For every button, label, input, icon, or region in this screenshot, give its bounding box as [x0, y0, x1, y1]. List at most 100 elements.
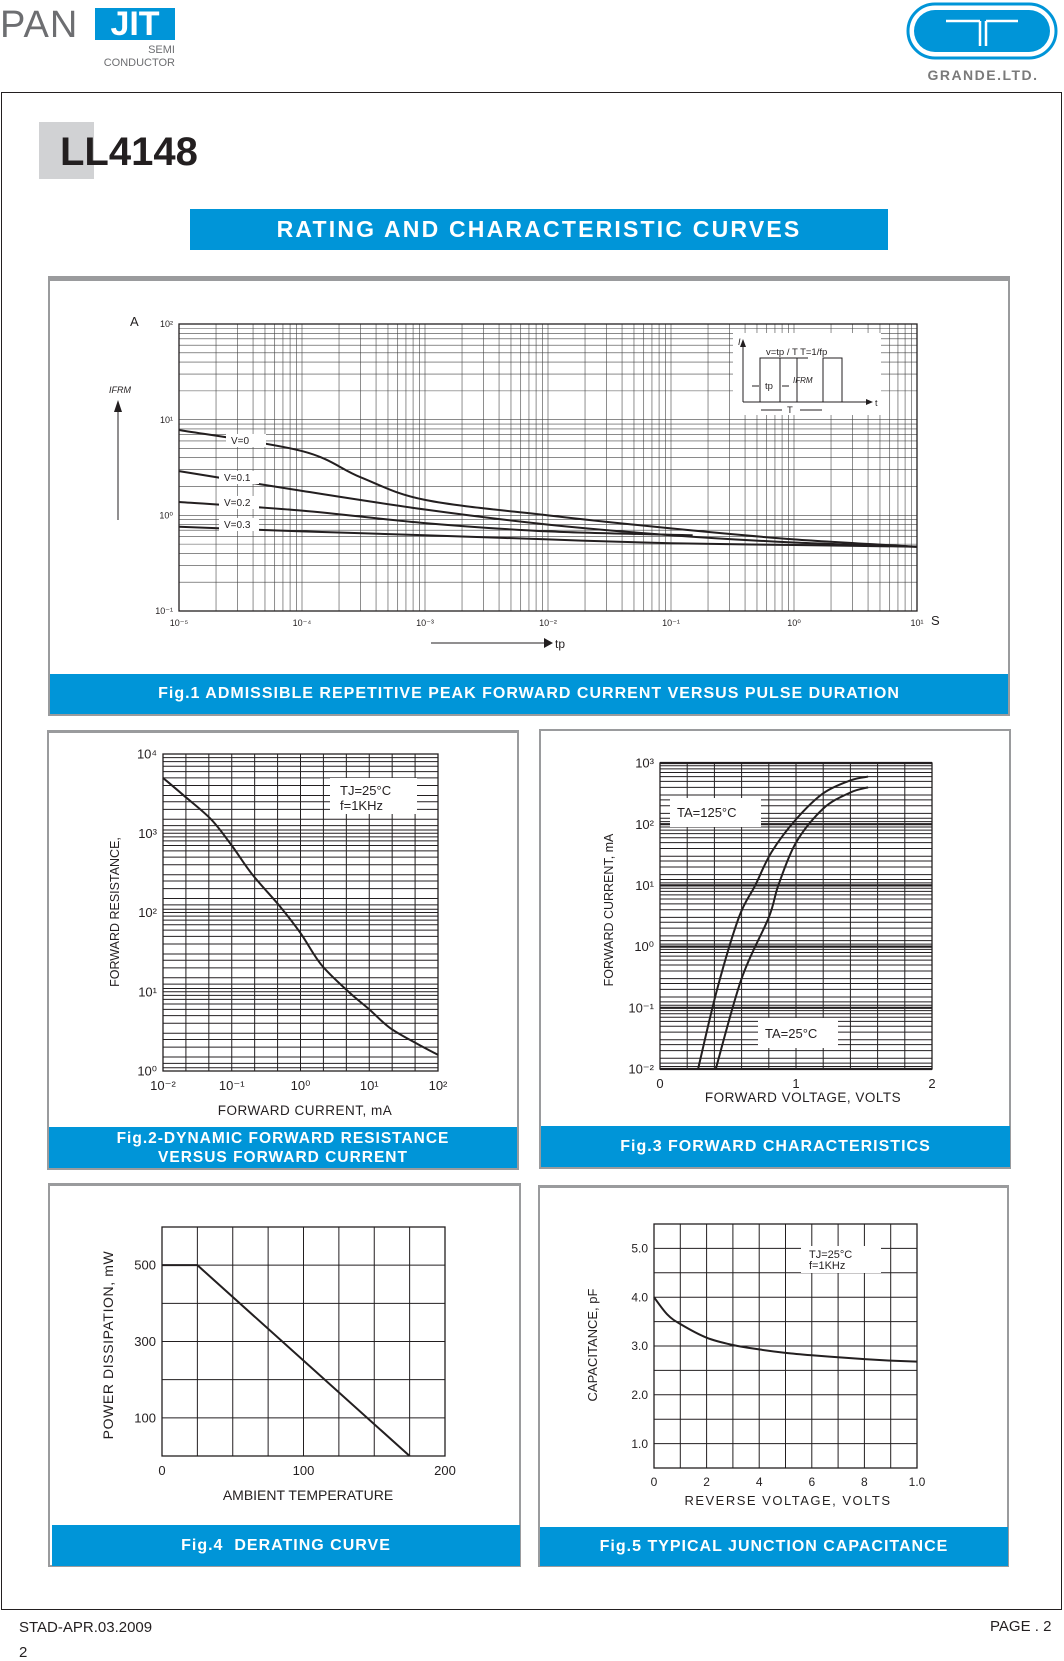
fig1-inset-period: T	[787, 405, 793, 416]
fig1-series-label: V=0	[231, 436, 250, 447]
fig2-annotation: TJ=25°C	[340, 783, 391, 798]
fig3-series-1-line	[697, 775, 869, 1070]
fig3-y-tick-label: 10⁻¹	[628, 1000, 654, 1015]
panjit-logo-pan: PAN	[0, 4, 79, 46]
fig5-chart: 0 2 4 6 8 1.0 1.0 2.0 3.0 4.0 5.0 TJ=25°Cf=1KHz CAPA…	[585, 1223, 926, 1508]
fig3-x-tick-label: 2	[928, 1076, 935, 1091]
fig2-annotation-bg	[330, 778, 417, 814]
fig1-x-tick-label: 10⁰	[787, 618, 801, 628]
fig2-y-tick-label: 10⁰	[137, 1064, 157, 1079]
panjit-logo-semi: SEMI	[148, 44, 175, 56]
fig1-y-tick-label: 10⁻¹	[155, 606, 173, 616]
fig1-inset-waveform	[742, 343, 868, 403]
fig2-y-label: FORWARD RESISTANCE,	[108, 837, 122, 987]
fig1-plot-border	[178, 323, 918, 612]
fig3-annotation-25: TA=25°C	[765, 1026, 817, 1041]
fig2-y-tick-label: 10²	[138, 905, 157, 920]
fig3-y-tick-label: 10³	[635, 756, 654, 771]
fig1-y-tick-label: 10¹	[160, 415, 173, 425]
fig2-y-tick-label: 10⁴	[137, 747, 157, 762]
fig1-y-tick-label: 10²	[160, 319, 173, 329]
fig5-x-tick-label: 4	[756, 1475, 763, 1489]
grande-logo-text: GRANDE.LTD.	[927, 67, 1039, 83]
fig1-series-label: V=0.3	[224, 520, 251, 531]
fig2-x-tick-label: 10⁰	[291, 1078, 311, 1093]
fig4-x-tick-label: 0	[158, 1463, 165, 1478]
footer-page-number: 2	[19, 1644, 28, 1661]
title-accent	[39, 122, 94, 179]
fig4-y-tick-label: 300	[134, 1334, 156, 1349]
fig2-x-tick-label: 10⁻¹	[219, 1078, 245, 1093]
fig2-x-tick-label: 10¹	[360, 1078, 379, 1093]
fig1-frame	[48, 276, 1010, 716]
fig2-y-tick-label: 10³	[138, 826, 157, 841]
fig3-caption: Fig.3 FORWARD CHARACTERISTICS	[541, 1126, 1010, 1167]
fig1-inset-axis-t: t	[875, 398, 878, 408]
fig1-inset-bg	[733, 333, 881, 415]
fig1-inset-formula: v=tp / T T=1/fp	[766, 347, 827, 358]
fig3-y-tick-label: 10⁰	[634, 939, 654, 954]
fig1-x-tick-label: 10⁻⁴	[293, 618, 312, 628]
fig4-plot-border	[161, 1226, 446, 1457]
fig1-series-label-bg	[226, 434, 266, 447]
fig3-annotation-25-bg	[758, 1018, 838, 1048]
fig5-annotation: f=1KHz	[809, 1260, 845, 1272]
panjit-logo-conductor: CONDUCTOR	[103, 57, 175, 69]
page-frame	[1, 92, 1062, 1610]
fig1-y-arrowhead-icon	[114, 400, 122, 412]
fig5-plot-border	[653, 1223, 918, 1469]
fig3-y-tick-label: 10²	[635, 817, 654, 832]
fig1-series-2-line	[178, 470, 918, 548]
fig3-y-tick-label: 10⁻²	[628, 1062, 654, 1077]
fig2-x-tick-label: 10⁻²	[150, 1078, 176, 1093]
fig4-frame	[48, 1183, 521, 1567]
fig5-y-label: CAPACITANCE, pF	[585, 1288, 600, 1401]
fig1-inset-ifrm: IFRM	[793, 376, 813, 385]
fig4-y-tick-label: 100	[134, 1410, 156, 1425]
fig3-plot-border	[659, 762, 933, 1070]
fig5-series-1-line	[653, 1296, 918, 1363]
fig2-caption: Fig.2-DYNAMIC FORWARD RESISTANCE VERSUS …	[49, 1127, 517, 1168]
fig4-x-tick-label: 100	[293, 1463, 315, 1478]
fig1-series-label-bg	[219, 496, 259, 509]
fig3-annotation-125: TA=125°C	[677, 805, 737, 820]
fig2-y-tick-label: 10¹	[138, 984, 157, 999]
fig1-inset-tp: tp	[765, 381, 773, 392]
fig4-caption: Fig.4 DERATING CURVE	[52, 1525, 520, 1566]
fig4-chart: 0 100 200 100 300 500 POWER DISSIPATION, mW AMB…	[100, 1226, 456, 1503]
fig3-y-label: FORWARD CURRENT, mA	[602, 833, 616, 986]
fig5-caption: Fig.5 TYPICAL JUNCTION CAPACITANCE	[540, 1527, 1008, 1566]
fig3-y-tick-label: 10¹	[635, 878, 654, 893]
fig1-y-tick-label: 10⁰	[159, 510, 173, 520]
fig5-y-tick-label: 5.0	[631, 1242, 648, 1256]
fig1-caption: Fig.1 ADMISSIBLE REPETITIVE PEAK FORWARD…	[50, 674, 1008, 714]
fig3-x-tick-label: 1	[792, 1076, 799, 1091]
fig5-x-tick-label: 1.0	[909, 1475, 926, 1489]
fig5-x-tick-label: 2	[703, 1475, 710, 1489]
fig5-y-tick-label: 2.0	[631, 1388, 648, 1402]
fig5-x-tick-label: 8	[861, 1475, 868, 1489]
fig1-x-tick-label: 10⁻²	[539, 618, 557, 628]
fig3-frame	[539, 729, 1011, 1169]
fig2-series-1-line	[162, 777, 439, 1056]
fig4-y-label: POWER DISSIPATION, mW	[100, 1250, 116, 1439]
fig2-chart: 10⁻² 10⁻¹ 10⁰ 10¹ 10² 10⁰ 10¹ 10² 10³ 10⁴ TJ=25°Cf…	[108, 747, 448, 1118]
fig3-chart: 0 1 2 10⁻² 10⁻¹ 10⁰ 10¹ 10² 10³ TA=125°C TA=25°C FO…	[602, 756, 936, 1105]
fig5-x-label: REVERSE VOLTAGE, VOLTS	[684, 1493, 891, 1508]
footer-doc-code: STAD-APR.03.2009	[19, 1619, 153, 1636]
fig3-x-label: FORWARD VOLTAGE, VOLTS	[705, 1090, 901, 1105]
fig1-inset-axis-i: I	[738, 337, 741, 347]
fig1-x-tick-label: 10⁻¹	[662, 618, 680, 628]
fig1-series-3-line	[178, 500, 693, 537]
section-banner: RATING AND CHARACTERISTIC CURVES	[190, 209, 888, 250]
fig1-x-label: tp	[555, 637, 565, 651]
fig1-x-tick-label: 10⁻³	[416, 618, 434, 628]
fig1-x-unit: S	[931, 613, 940, 628]
footer-page-label: PAGE . 2	[990, 1618, 1052, 1635]
fig1-y-unit: A	[130, 314, 139, 329]
fig1-y-label: IFRM	[109, 385, 131, 395]
fig1-series-1-line	[178, 429, 918, 548]
fig3-x-tick-label: 0	[656, 1076, 663, 1091]
fig2-frame	[47, 730, 519, 1170]
